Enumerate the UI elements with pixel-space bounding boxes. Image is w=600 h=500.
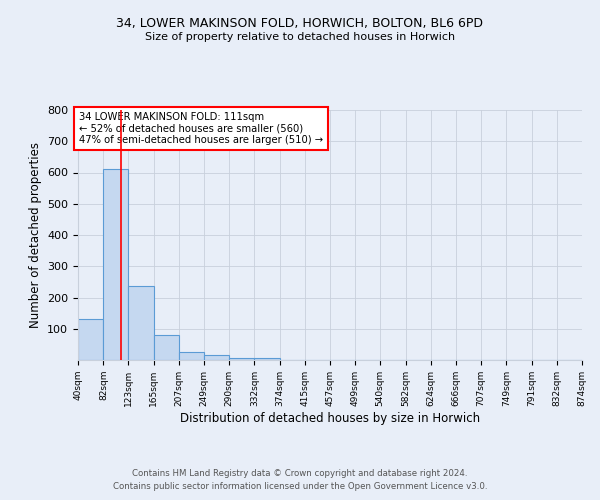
Bar xyxy=(229,358,254,360)
Text: 34 LOWER MAKINSON FOLD: 111sqm
← 52% of detached houses are smaller (560)
47% of: 34 LOWER MAKINSON FOLD: 111sqm ← 52% of … xyxy=(79,112,323,145)
Y-axis label: Number of detached properties: Number of detached properties xyxy=(29,142,41,328)
Text: Contains public sector information licensed under the Open Government Licence v3: Contains public sector information licen… xyxy=(113,482,487,491)
Bar xyxy=(205,356,229,360)
Bar xyxy=(154,335,179,360)
Text: Contains HM Land Registry data © Crown copyright and database right 2024.: Contains HM Land Registry data © Crown c… xyxy=(132,468,468,477)
Bar xyxy=(103,170,128,360)
Bar xyxy=(78,320,103,360)
X-axis label: Distribution of detached houses by size in Horwich: Distribution of detached houses by size … xyxy=(180,412,480,424)
Text: Size of property relative to detached houses in Horwich: Size of property relative to detached ho… xyxy=(145,32,455,42)
Bar xyxy=(254,358,280,360)
Bar xyxy=(179,352,205,360)
Text: 34, LOWER MAKINSON FOLD, HORWICH, BOLTON, BL6 6PD: 34, LOWER MAKINSON FOLD, HORWICH, BOLTON… xyxy=(116,18,484,30)
Bar xyxy=(128,286,154,360)
